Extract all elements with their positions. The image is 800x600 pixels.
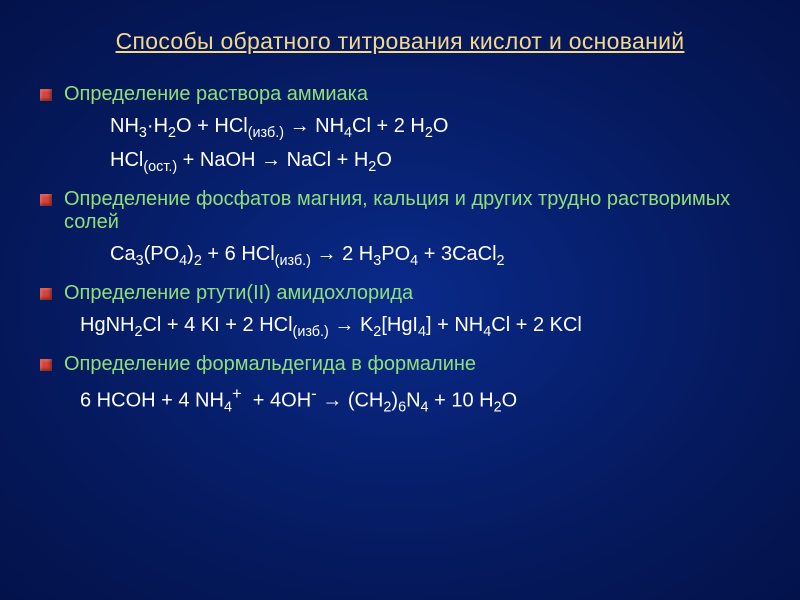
section: Определение формальдегида в формалине 6 H… — [40, 353, 760, 415]
formula: HCl(ост.) + NaOH → NaCl + H2O — [110, 146, 760, 174]
bullet-icon — [40, 89, 52, 101]
section-heading: Определение раствора аммиака — [64, 83, 368, 106]
bullet-icon — [40, 288, 52, 300]
slide-container: Способы обратного титрования кислот и ос… — [0, 0, 800, 449]
section-heading: Определение формальдегида в формалине — [64, 353, 476, 376]
section-heading: Определение фосфатов магния, кальция и д… — [64, 188, 760, 234]
bullet-row: Определение ртути(II) амидохлорида — [40, 282, 760, 305]
sections-list: Определение раствора аммиака NH3·H2O + HC… — [40, 83, 760, 415]
bullet-row: Определение раствора аммиака — [40, 83, 760, 106]
bullet-icon — [40, 359, 52, 371]
formula: 6 HCOH + 4 NH4+ + 4OH- → (CH2)6N4 + 10 H… — [80, 382, 760, 415]
section: Определение ртути(II) амидохлорида HgNH2C… — [40, 282, 760, 339]
bullet-row: Определение фосфатов магния, кальция и д… — [40, 188, 760, 234]
section: Определение раствора аммиака NH3·H2O + HC… — [40, 83, 760, 174]
formula: HgNH2Cl + 4 KI + 2 HCl(изб.) → K2[HgI4] … — [80, 311, 760, 339]
slide-title: Способы обратного титрования кислот и ос… — [40, 28, 760, 55]
section-heading: Определение ртути(II) амидохлорида — [64, 282, 413, 305]
section: Определение фосфатов магния, кальция и д… — [40, 188, 760, 268]
bullet-icon — [40, 194, 52, 206]
bullet-row: Определение формальдегида в формалине — [40, 353, 760, 376]
formula: Ca3(PO4)2 + 6 HCl(изб.) → 2 H3PO4 + 3CaC… — [110, 240, 760, 268]
formula: NH3·H2O + HCl(изб.) → NH4Cl + 2 H2O — [110, 112, 760, 140]
